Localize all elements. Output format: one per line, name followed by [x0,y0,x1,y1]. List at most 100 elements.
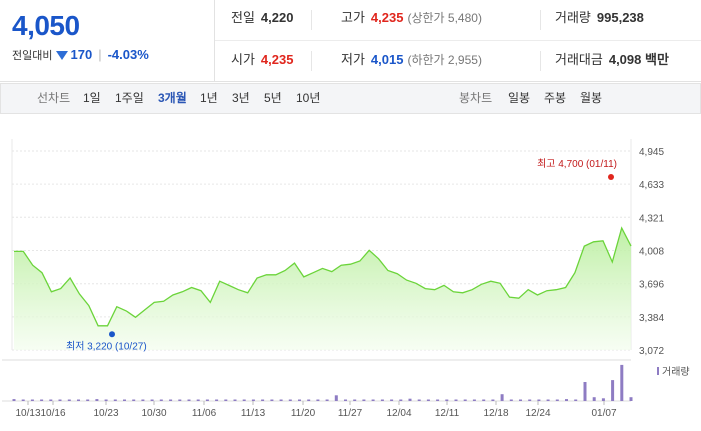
volume-bar [344,399,347,401]
period-1w[interactable]: 1주일 [115,91,144,105]
volume-bar [500,394,504,401]
volume-bar [77,399,80,401]
volume-bar [251,399,255,401]
candle-daily[interactable]: 일봉 [508,91,531,105]
current-price: 4,050 [12,10,80,41]
volume-bar [58,399,62,401]
volume-bar [49,399,53,401]
price-chart: 최고 4,700 (01/11) 최저 3,220 (10/27) 거래량 10/… [2,139,690,419]
y-tick-label: 4,008 [639,247,664,258]
volume-bar [132,399,136,401]
volume-bar [583,382,587,401]
volume-bar [270,399,274,401]
volume-bar [215,399,219,401]
volume-bar [224,399,228,401]
period-5y[interactable]: 5년 [264,91,282,105]
volume-bar [205,399,209,401]
price-box: 4,050 전일대비 170 | -4.03% [0,0,215,81]
volume-bar [620,364,624,401]
candle-monthly[interactable]: 월봉 [580,91,603,105]
volume-bar [574,399,578,401]
period-10y[interactable]: 10년 [296,91,321,105]
triangle-down-icon [56,51,69,61]
volume-bar [187,399,191,401]
price-line [14,226,632,327]
volume-bar [371,399,375,401]
high-annotation: 최고 4,700 (01/11) [537,158,617,170]
low-marker [109,331,115,338]
volume-bar [30,399,34,401]
volume-bar [519,399,522,401]
stats-grid: 전일 4,220 고가 4,235 (상한가 5,480) 거래량 995,238 시가… [215,0,701,81]
period-1y[interactable]: 1년 [200,91,218,105]
volume-bar [546,399,550,401]
x-tick-label: 12/11 [435,408,460,419]
x-tick-label: 10/23 [93,408,118,419]
volume-bar [67,399,71,401]
volume-bar [629,397,633,401]
candle-weekly[interactable]: 주봉 [544,91,567,105]
volume-bar [472,399,476,401]
volume-bar [380,399,384,401]
volume-bar [426,399,430,401]
line-chart-label: 선차트 [37,91,71,105]
volume-bar [21,399,25,401]
stats-divider [215,40,701,41]
volume-bar [601,398,605,401]
volume-bar [611,380,615,401]
volume-bar [178,399,182,401]
divider [540,10,541,30]
volume-bar [390,399,394,401]
volume-bar [86,399,90,401]
high-marker [608,174,614,181]
x-tick-label: 11/13 [241,408,266,419]
volume-bar [408,398,412,401]
volume-bar [362,399,366,401]
chart-toolbar: 선차트 1일 1주일 3개월 1년 3년 5년 10년 봉차트 일봉 주봉 월봉 [0,83,701,114]
x-tick-label: 12/18 [483,408,508,419]
divider [311,10,312,30]
low-annotation: 최저 3,220 (10/27) [66,340,147,352]
y-tick-label: 4,321 [639,213,664,224]
volume-bar [454,399,458,401]
volume-bar [537,399,541,401]
stat-high: 고가 4,235 (상한가 5,480) [341,10,482,25]
volume-bar [325,399,329,401]
volume-bar [334,395,338,401]
volume-bar [298,399,301,401]
stat-prev-close: 전일 4,220 [231,10,294,25]
volume-bar [40,399,44,401]
x-tick-label: 10/16 [40,408,65,419]
volume-bar [436,399,440,401]
volume-bar [592,397,596,401]
volume-bar [279,399,283,401]
volume-bar [565,399,568,401]
candle-chart-label: 봉차트 [459,91,493,105]
x-tick-label: 12/04 [386,408,411,419]
volume-bar [491,399,495,401]
volume-bar [463,399,467,401]
volume-bar [159,399,163,401]
volume-bar [123,399,126,401]
x-tick-label: 01/07 [591,408,616,419]
volume-bar [261,399,265,401]
divider [540,51,541,71]
period-1d[interactable]: 1일 [83,91,101,105]
divider [311,51,312,71]
stat-open: 시가 4,235 [231,52,294,67]
price-area [14,228,631,350]
period-3m[interactable]: 3개월 [158,91,187,105]
volume-bar [233,399,237,401]
volume-bar [288,399,292,401]
volume-bar [12,399,16,401]
volume-bar [104,399,108,401]
volume-bar [169,399,173,401]
volume-bar [113,399,117,401]
volume-bar [445,399,449,401]
volume-bar [316,399,320,401]
volume-bar [95,399,99,401]
x-tick-label: 11/06 [192,408,217,419]
period-3y[interactable]: 3년 [232,91,250,105]
volume-bar [307,399,311,401]
volume-bar [353,399,357,401]
